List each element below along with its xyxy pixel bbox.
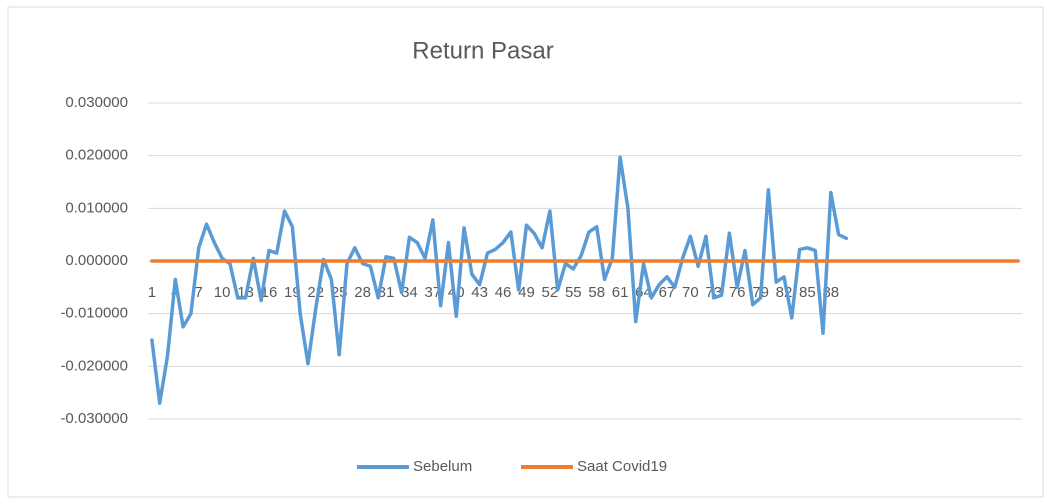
series-line: [150, 155, 849, 405]
y-tick-label: 0.030000: [65, 94, 128, 111]
chart-frame: [7, 6, 1044, 498]
x-tick-label: 7: [195, 284, 203, 301]
y-tick-label: 0.010000: [65, 199, 128, 216]
x-tick-label: 10: [214, 284, 231, 301]
y-tick-label: 0.000000: [65, 252, 128, 269]
y-tick-label: -0.010000: [60, 305, 128, 322]
y-tick-label: -0.020000: [60, 357, 128, 374]
y-tick-label: 0.020000: [65, 147, 128, 164]
x-tick-label: 52: [542, 284, 559, 301]
x-tick-label: 67: [659, 284, 676, 301]
legend-label: Sebelum: [413, 458, 472, 475]
x-tick-label: 58: [588, 284, 605, 301]
x-tick-label: 85: [799, 284, 816, 301]
y-tick-label: -0.030000: [60, 410, 128, 427]
x-tick-label: 61: [612, 284, 629, 301]
x-tick-label: 28: [354, 284, 371, 301]
x-tick-label: 43: [471, 284, 488, 301]
x-tick-label: 37: [424, 284, 441, 301]
x-tick-label: 76: [729, 284, 746, 301]
x-tick-label: 46: [495, 284, 512, 301]
x-tick-label: 34: [401, 284, 418, 301]
x-tick-label: 49: [518, 284, 535, 301]
x-tick-label: 55: [565, 284, 582, 301]
x-tick-label: 1: [148, 284, 156, 301]
chart-title: Return Pasar: [412, 37, 553, 64]
legend-label: Saat Covid19: [577, 458, 667, 475]
x-tick-label: 70: [682, 284, 699, 301]
x-tick-label: 31: [378, 284, 395, 301]
